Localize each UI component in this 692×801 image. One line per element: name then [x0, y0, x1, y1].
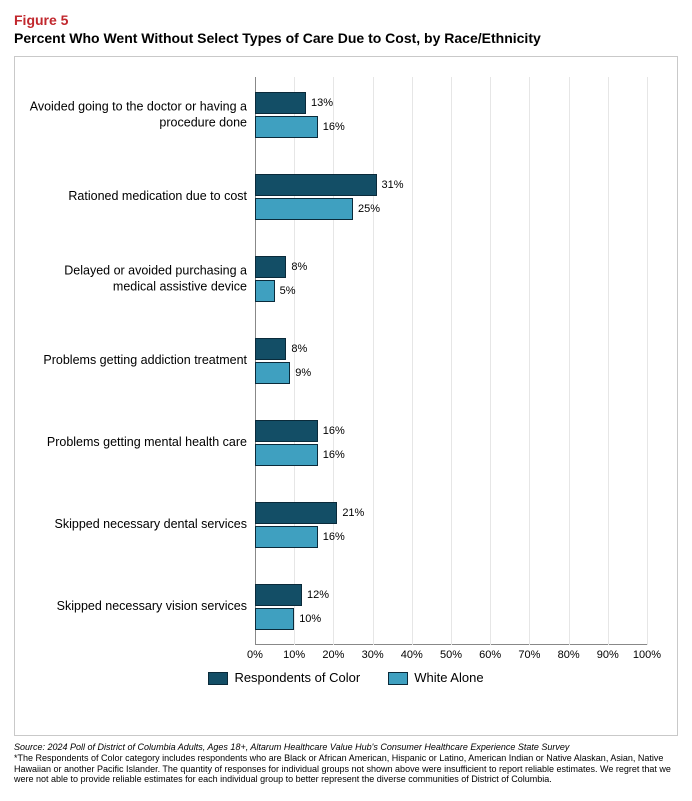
bar-value-label: 12% [307, 589, 329, 601]
legend-item: Respondents of Color [208, 670, 360, 685]
footnote: Source: 2024 Poll of District of Columbi… [14, 742, 678, 785]
legend-item: White Alone [388, 670, 483, 685]
category-label: Avoided going to the doctor or having a … [27, 99, 247, 130]
bar [255, 116, 318, 138]
bar [255, 584, 302, 606]
source-text: Source: 2024 Poll of District of Columbi… [14, 742, 569, 752]
bar-value-label: 8% [291, 343, 307, 355]
grid-line [529, 77, 530, 645]
x-tick-label: 10% [283, 649, 305, 661]
x-tick-label: 50% [440, 649, 462, 661]
grid-line [490, 77, 491, 645]
bar [255, 362, 290, 384]
bar-value-label: 21% [342, 507, 364, 519]
bar [255, 444, 318, 466]
x-tick-label: 60% [479, 649, 501, 661]
bar [255, 198, 353, 220]
x-tick-label: 30% [362, 649, 384, 661]
bar [255, 338, 286, 360]
grid-line [294, 77, 295, 645]
bar [255, 92, 306, 114]
category-label: Problems getting addiction treatment [27, 353, 247, 369]
grid-line [608, 77, 609, 645]
bar-value-label: 16% [323, 449, 345, 461]
y-axis [255, 77, 256, 645]
x-tick-label: 0% [247, 649, 263, 661]
bar-value-label: 25% [358, 203, 380, 215]
grid-line [373, 77, 374, 645]
chart-frame: Avoided going to the doctor or having a … [14, 56, 678, 736]
bar [255, 256, 286, 278]
bar-value-label: 16% [323, 121, 345, 133]
bar-value-label: 5% [280, 285, 296, 297]
legend-swatch [208, 672, 228, 685]
category-label: Delayed or avoided purchasing a medical … [27, 263, 247, 294]
x-tick-label: 90% [597, 649, 619, 661]
category-label: Problems getting mental health care [27, 435, 247, 451]
bar-value-label: 8% [291, 261, 307, 273]
category-label: Rationed medication due to cost [27, 189, 247, 205]
legend-label: White Alone [414, 670, 483, 685]
x-tick-label: 100% [633, 649, 661, 661]
x-tick-label: 20% [322, 649, 344, 661]
bar-value-label: 16% [323, 425, 345, 437]
chart-title: Percent Who Went Without Select Types of… [14, 30, 678, 46]
bar-value-label: 10% [299, 613, 321, 625]
bar-value-label: 16% [323, 531, 345, 543]
figure-number: Figure 5 [14, 12, 678, 28]
plot-area: 0%10%20%30%40%50%60%70%80%90%100%13%16%3… [255, 77, 647, 645]
bar-value-label: 9% [295, 367, 311, 379]
bar [255, 526, 318, 548]
grid-line [451, 77, 452, 645]
grid-line [333, 77, 334, 645]
x-tick-label: 70% [518, 649, 540, 661]
note-text: *The Respondents of Color category inclu… [14, 753, 671, 785]
bar [255, 420, 318, 442]
category-labels-area: Avoided going to the doctor or having a … [15, 77, 253, 645]
grid-line [569, 77, 570, 645]
grid-line [647, 77, 648, 645]
bar [255, 280, 275, 302]
category-label: Skipped necessary dental services [27, 517, 247, 533]
legend-swatch [388, 672, 408, 685]
grid-line [412, 77, 413, 645]
bar-value-label: 13% [311, 97, 333, 109]
x-tick-label: 80% [558, 649, 580, 661]
legend: Respondents of Color White Alone [15, 670, 677, 685]
bar [255, 502, 337, 524]
category-label: Skipped necessary vision services [27, 599, 247, 615]
x-tick-label: 40% [401, 649, 423, 661]
bar [255, 608, 294, 630]
bar [255, 174, 377, 196]
bar-value-label: 31% [382, 179, 404, 191]
legend-label: Respondents of Color [234, 670, 360, 685]
